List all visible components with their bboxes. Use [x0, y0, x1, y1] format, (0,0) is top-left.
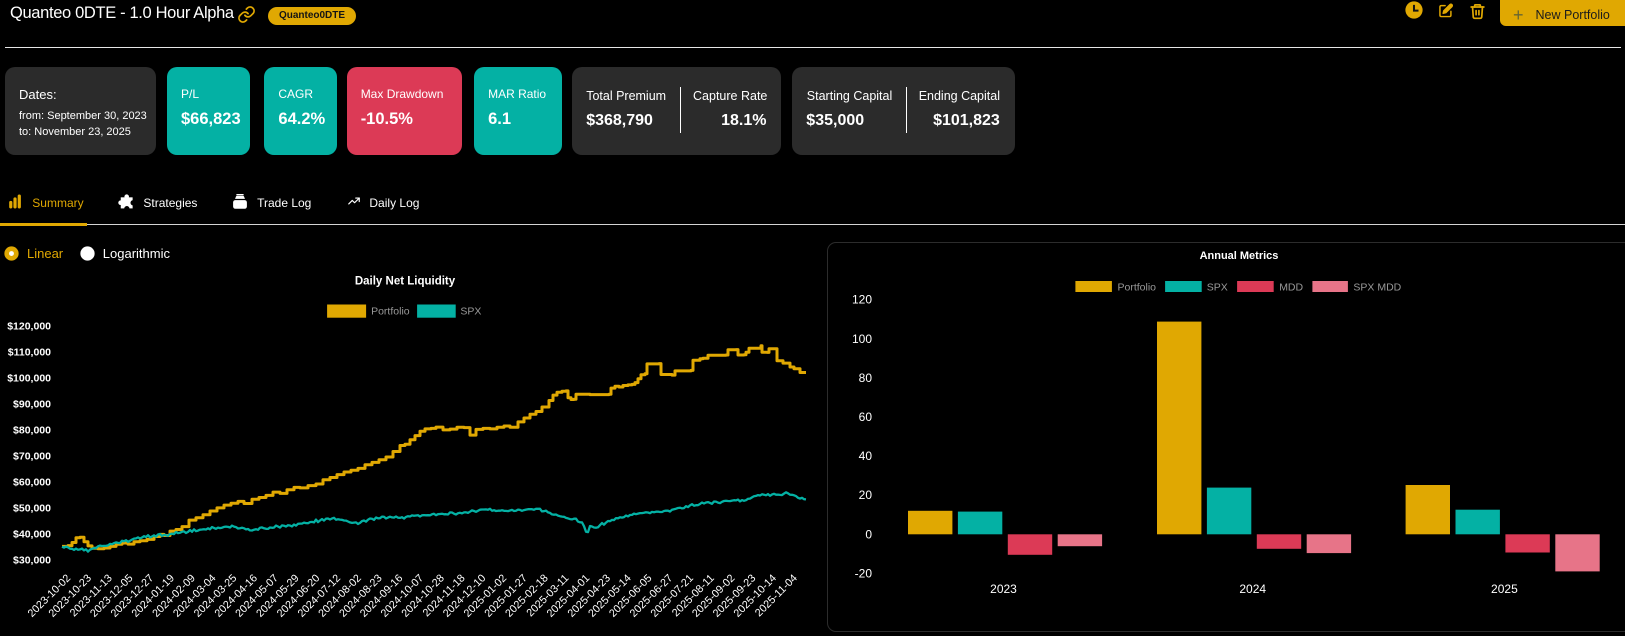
svg-text:2023: 2023 [990, 582, 1017, 596]
svg-text:$70,000: $70,000 [13, 451, 51, 463]
svg-text:Daily Net Liquidity: Daily Net Liquidity [355, 276, 456, 288]
svg-text:Annual Metrics: Annual Metrics [1200, 250, 1279, 262]
svg-text:20: 20 [859, 488, 873, 502]
svg-text:SPX: SPX [1207, 282, 1228, 294]
svg-text:$110,000: $110,000 [8, 347, 51, 359]
svg-text:80: 80 [859, 371, 873, 385]
svg-text:Portfolio: Portfolio [1118, 282, 1157, 294]
svg-text:SPX MDD: SPX MDD [1353, 282, 1401, 294]
svg-text:$120,000: $120,000 [7, 321, 51, 333]
svg-text:$80,000: $80,000 [13, 425, 51, 437]
svg-text:$100,000: $100,000 [7, 373, 51, 385]
svg-text:$40,000: $40,000 [13, 529, 51, 541]
svg-text:$60,000: $60,000 [13, 477, 51, 489]
svg-text:-20: -20 [855, 566, 873, 580]
svg-text:$90,000: $90,000 [13, 399, 51, 411]
svg-text:MDD: MDD [1279, 282, 1303, 294]
svg-text:0: 0 [865, 527, 872, 541]
svg-text:60: 60 [859, 410, 873, 424]
svg-text:100: 100 [852, 332, 872, 346]
svg-text:SPX: SPX [460, 306, 481, 318]
svg-text:120: 120 [852, 293, 872, 307]
svg-text:Portfolio: Portfolio [371, 306, 410, 318]
svg-text:$50,000: $50,000 [13, 503, 51, 515]
svg-text:40: 40 [859, 449, 873, 463]
svg-text:2025: 2025 [1491, 582, 1518, 596]
svg-text:$30,000: $30,000 [13, 555, 51, 567]
svg-text:2024: 2024 [1239, 582, 1266, 596]
